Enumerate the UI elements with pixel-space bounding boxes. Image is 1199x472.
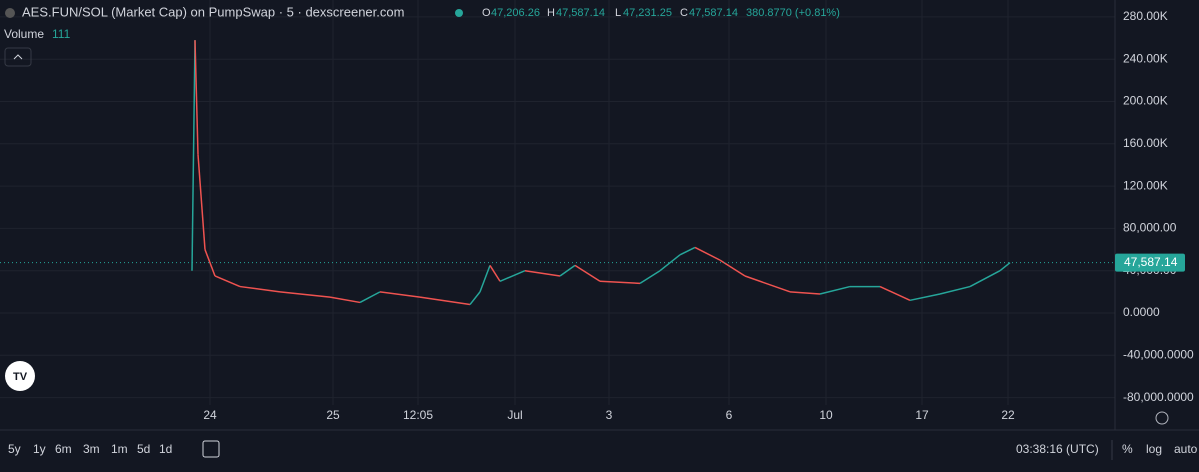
volume-label: Volume (4, 27, 44, 41)
scale-option[interactable]: log (1146, 442, 1162, 456)
settings-icon[interactable] (1155, 411, 1169, 425)
ohlc-h: 47,587.14 (556, 7, 605, 19)
line-segment (379, 291, 421, 298)
plot (0, 40, 1115, 306)
x-tick-label: Jul (507, 408, 522, 422)
x-tick-label: 10 (819, 408, 833, 422)
line-segment (639, 270, 661, 285)
line-segment (524, 269, 561, 277)
line-segment (999, 262, 1011, 272)
ohlc-o-label: O (482, 7, 491, 19)
scale-option[interactable]: auto (1174, 442, 1198, 456)
line-segment (879, 285, 911, 301)
line-segment (789, 291, 821, 295)
timeframe-button[interactable]: 5y (8, 442, 21, 456)
x-tick-label: 17 (915, 408, 929, 422)
line-segment (194, 40, 199, 155)
y-tick-label: -40,000.0000 (1123, 347, 1194, 361)
line-segment (489, 265, 501, 282)
line-segment (499, 270, 526, 282)
line-segment (479, 265, 491, 293)
line-segment (191, 40, 196, 271)
line-segment (679, 246, 696, 256)
line-segment (694, 246, 721, 261)
ohlc-change: 380.8770 (+0.81%) (746, 7, 840, 19)
price-tag-label: 47,587.14 (1124, 255, 1178, 269)
y-tick-label: 280.00K (1123, 9, 1168, 23)
line-segment (819, 285, 851, 295)
line-segment (574, 264, 601, 282)
line-segment (204, 249, 216, 277)
tv-logo[interactable] (5, 361, 35, 391)
logo (5, 8, 15, 18)
status-dot (455, 9, 463, 17)
date-range-icon[interactable] (202, 440, 220, 458)
x-tick-label: 24 (203, 408, 217, 422)
line-segment (744, 275, 791, 293)
line-segment (939, 285, 971, 295)
timeframe-button[interactable]: 1d (159, 442, 172, 456)
clock: 03:38:16 (UTC) (1016, 442, 1099, 456)
ohlc-c: 47,587.14 (689, 7, 738, 19)
x-tick-label: 25 (326, 408, 340, 422)
line-segment (329, 296, 361, 304)
toolbar: 5y 1y 6m 3m 1m 5d 1d% log auto (8, 442, 1198, 456)
timeframe-button[interactable]: 1m (111, 442, 128, 456)
y-tick-label: 160.00K (1123, 136, 1168, 150)
y-tick-label: -80,000.0000 (1123, 390, 1194, 404)
tv-logo-text: TV (13, 371, 28, 383)
timeframe-button[interactable]: 5d (137, 442, 150, 456)
line-segment (279, 291, 331, 298)
line-segment (659, 254, 681, 272)
grid (0, 0, 1115, 405)
timeframe-button[interactable]: 1y (33, 442, 46, 456)
y-tick-label: 0.0000 (1123, 305, 1160, 319)
y-tick-label: 120.00K (1123, 178, 1168, 192)
ohlc-c-label: C (680, 7, 688, 19)
line-segment (599, 280, 641, 285)
timeframe-button[interactable]: 6m (55, 442, 72, 456)
line-segment (359, 291, 381, 304)
y-tick-label: 200.00K (1123, 94, 1168, 108)
line-segment (969, 270, 1001, 288)
line-segment (239, 285, 281, 293)
x-tick-label: 12:05 (403, 408, 433, 422)
ohlc-h-label: H (547, 7, 555, 19)
timeframe-button[interactable]: 3m (83, 442, 100, 456)
y-tick-label: 80,000.00 (1123, 221, 1177, 235)
y-tick-label: 240.00K (1123, 51, 1168, 65)
chart-title: AES.FUN/SOL (Market Cap) on PumpSwap · 5… (22, 4, 404, 19)
x-tick-label: 22 (1001, 408, 1015, 422)
line-segment (469, 291, 481, 306)
ohlc-o: 47,206.26 (491, 7, 540, 19)
line-segment (197, 154, 206, 250)
collapse-button[interactable] (4, 47, 32, 67)
line-segment (419, 296, 471, 306)
volume-value: 111 (52, 27, 71, 41)
line-segment (214, 275, 241, 288)
collapse-icon (13, 54, 23, 60)
price-tag (1115, 253, 1185, 272)
x-tick-label: 6 (726, 408, 733, 422)
x-tick-label: 3 (606, 408, 613, 422)
scale-option[interactable]: % (1122, 442, 1133, 456)
ohlc-l: 47,231.25 (623, 7, 672, 19)
line-segment (559, 264, 576, 277)
ohlc-l-label: L (615, 7, 621, 19)
line-segment (909, 293, 941, 302)
